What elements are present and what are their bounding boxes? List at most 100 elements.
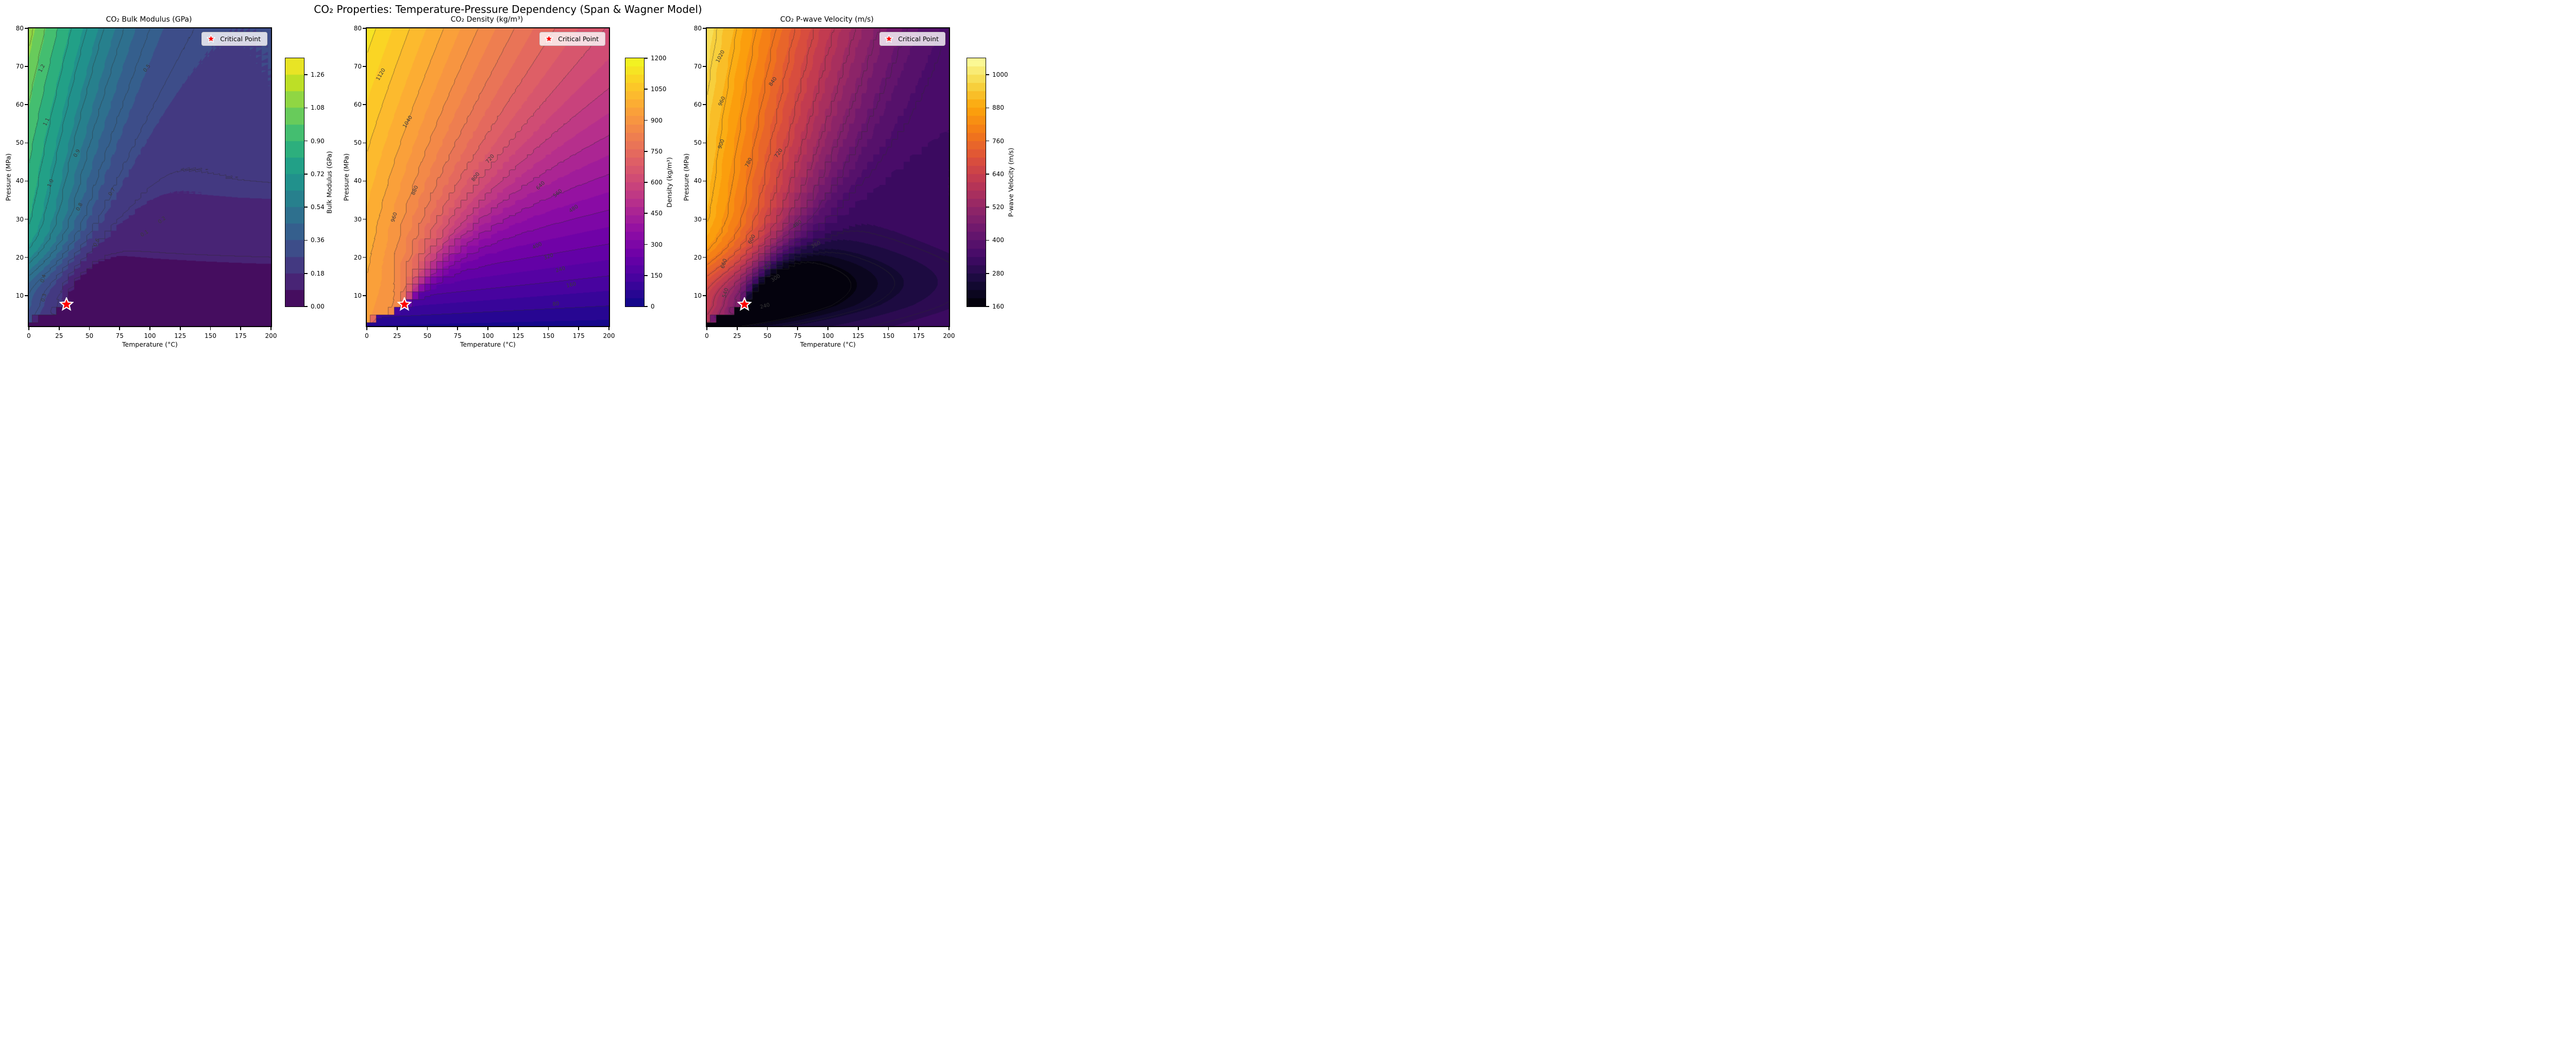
x-tick-label: 125 xyxy=(174,332,187,339)
colorbar-tick-label: 640 xyxy=(992,170,1004,178)
y-tick-label: 80 xyxy=(353,25,362,32)
critical-point-marker xyxy=(737,296,752,314)
y-tick-label: 60 xyxy=(693,101,702,109)
colorbar-label: Density (kg/m³) xyxy=(665,157,673,208)
colorbar-tick-label: 0.18 xyxy=(311,269,325,277)
star-icon xyxy=(545,35,554,43)
y-tick-label: 40 xyxy=(353,177,362,185)
y-tick-label: 30 xyxy=(353,215,362,223)
colorbar-tick-mark xyxy=(986,272,989,274)
y-tick-mark xyxy=(363,295,366,296)
colorbar-tick-mark xyxy=(645,306,648,307)
colorbar-tick-label: 0 xyxy=(651,303,655,310)
y-tick-label: 50 xyxy=(353,139,362,147)
x-tick-mark xyxy=(736,327,738,330)
colorbar-tick-mark xyxy=(645,182,648,183)
y-tick-label: 70 xyxy=(15,63,24,71)
legend-label: Critical Point xyxy=(898,35,939,43)
y-tick-label: 40 xyxy=(693,177,702,185)
star-icon xyxy=(737,296,752,311)
y-tick-label: 30 xyxy=(693,215,702,223)
x-tick-mark xyxy=(857,327,859,330)
colorbar-density: Density (kg/m³) 1200 1050 900 750 600 450 300 1… xyxy=(625,55,673,310)
x-tick-label: 75 xyxy=(793,332,802,339)
x-tick-label: 50 xyxy=(423,332,432,339)
plot-title: CO₂ Bulk Modulus (GPa) xyxy=(106,15,192,24)
x-tick-label: 125 xyxy=(852,332,865,339)
x-tick-label: 75 xyxy=(115,332,124,339)
y-tick-mark xyxy=(363,180,366,182)
critical-point-marker xyxy=(59,296,74,314)
colorbar-tick-mark xyxy=(304,272,308,274)
x-tick-mark xyxy=(797,327,799,330)
y-tick-mark xyxy=(703,257,706,258)
colorbar-tick-label: 0.72 xyxy=(311,170,325,178)
y-tick-mark xyxy=(25,295,28,296)
x-tick-mark xyxy=(58,327,60,330)
y-tick-mark xyxy=(703,28,706,29)
colorbar-canvas xyxy=(625,58,644,306)
y-tick-label: 60 xyxy=(353,101,362,109)
x-tick-label: 100 xyxy=(482,332,494,339)
y-tick-mark xyxy=(363,218,366,220)
colorbar-tick-label: 280 xyxy=(992,269,1004,277)
x-tick-label: 200 xyxy=(943,332,955,339)
colorbar-tick-label: 750 xyxy=(651,147,663,155)
colorbar-tick-label: 0.90 xyxy=(311,137,325,145)
y-tick-mark xyxy=(703,295,706,296)
colorbar-tick-label: 450 xyxy=(651,210,663,217)
x-tick-mark xyxy=(149,327,150,330)
colorbar-bulk-modulus: Bulk Modulus (GPa) 1.26 1.08 0.90 0.72 0.54 0… xyxy=(285,58,333,310)
colorbar-tick-mark xyxy=(645,244,648,245)
x-tick-mark xyxy=(427,327,428,330)
y-tick-mark xyxy=(25,180,28,182)
y-tick-label: 40 xyxy=(15,177,24,185)
x-tick-mark xyxy=(517,327,519,330)
y-tick-mark xyxy=(25,66,28,67)
colorbar-tick-label: 150 xyxy=(651,271,663,279)
y-tick-mark xyxy=(25,218,28,220)
x-axis-label: Temperature (°C) xyxy=(122,340,178,348)
colorbar-tick-mark xyxy=(645,58,648,59)
y-tick-label: 10 xyxy=(353,292,362,299)
x-tick-mark xyxy=(888,327,889,330)
y-tick-mark xyxy=(703,180,706,182)
figure-title: CO₂ Properties: Temperature-Pressure Dep… xyxy=(314,3,702,15)
colorbar-tick-mark xyxy=(304,74,308,75)
x-tick-mark xyxy=(827,327,828,330)
colorbar-tick-label: 0.36 xyxy=(311,236,325,244)
x-tick-label: 25 xyxy=(55,332,63,339)
x-axis-label: Temperature (°C) xyxy=(800,340,856,348)
colorbar-tick-mark xyxy=(304,174,308,175)
y-tick-label: 20 xyxy=(15,253,24,261)
contour-canvas-density xyxy=(367,28,609,326)
x-tick-label: 175 xyxy=(912,332,925,339)
x-tick-mark xyxy=(89,327,90,330)
colorbar-tick-label: 400 xyxy=(992,236,1004,244)
x-tick-mark xyxy=(270,327,272,330)
colorbar-tick-mark xyxy=(304,207,308,208)
colorbar-tick-mark xyxy=(304,306,308,307)
colorbar-tick-mark xyxy=(986,240,989,241)
star-icon xyxy=(207,35,216,43)
colorbar-tick-mark xyxy=(986,74,989,75)
x-axis-label: Temperature (°C) xyxy=(460,340,516,348)
x-tick-mark xyxy=(457,327,459,330)
x-tick-label: 100 xyxy=(144,332,156,339)
y-tick-mark xyxy=(703,66,706,67)
x-tick-mark xyxy=(706,327,707,330)
y-tick-mark xyxy=(25,104,28,105)
x-tick-label: 150 xyxy=(205,332,216,339)
x-tick-label: 100 xyxy=(822,332,834,339)
x-tick-label: 0 xyxy=(705,332,709,339)
x-tick-label: 0 xyxy=(365,332,369,339)
x-tick-label: 0 xyxy=(27,332,31,339)
colorbar-canvas xyxy=(285,58,304,306)
y-tick-mark xyxy=(25,142,28,144)
colorbar-tick-mark xyxy=(986,107,989,109)
colorbar-tick-label: 0.54 xyxy=(311,203,325,211)
x-tick-label: 25 xyxy=(733,332,741,339)
x-tick-label: 50 xyxy=(85,332,94,339)
x-tick-label: 150 xyxy=(883,332,894,339)
colorbar-tick-mark xyxy=(986,140,989,142)
